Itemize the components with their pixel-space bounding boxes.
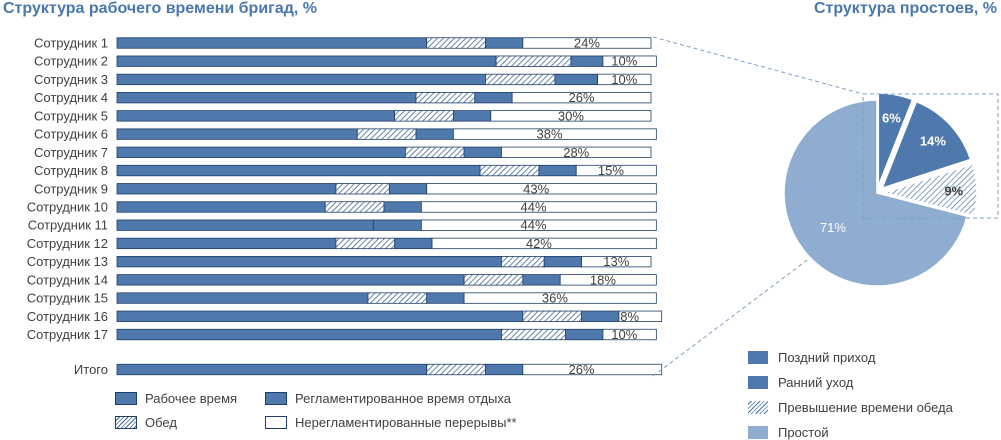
bar-data-label: 26% bbox=[569, 90, 595, 105]
bar-segment-unreg bbox=[618, 310, 663, 322]
bar-data-label: 38% bbox=[537, 127, 563, 142]
bar-data-label: 8% bbox=[620, 309, 639, 324]
pie-legend-swatch-lunch-over bbox=[748, 401, 768, 414]
bar-data-label: 10% bbox=[611, 54, 637, 69]
bar-category-label: Сотрудник 5 bbox=[34, 108, 108, 123]
bar-data-label: 13% bbox=[603, 254, 629, 269]
bar-category-label: Сотрудник 2 bbox=[34, 54, 108, 69]
legend-swatch-unreg bbox=[265, 416, 287, 429]
legend-label-rest: Регламентированное время отдыха bbox=[295, 391, 511, 406]
bar-category-label: Сотрудник 9 bbox=[34, 181, 108, 196]
pie-data-label: 6% bbox=[882, 111, 901, 126]
bar-data-label: 28% bbox=[563, 145, 589, 160]
bar-category-label: Сотрудник 14 bbox=[27, 272, 108, 287]
bar-segment-unreg bbox=[575, 164, 657, 177]
pie-legend-item-lunch-over: Превышение времени обеда bbox=[748, 400, 953, 415]
bar-data-label: 26% bbox=[569, 362, 595, 377]
bar-category-label: Сотрудник 3 bbox=[34, 72, 108, 87]
bar-data-label: 10% bbox=[611, 327, 637, 342]
legend-label-work: Рабочее время bbox=[145, 391, 238, 406]
connector-line-top bbox=[652, 36, 864, 95]
bar-segment-unreg bbox=[501, 146, 652, 158]
bar-data-label: 30% bbox=[558, 108, 584, 123]
bar-category-label: Сотрудник 6 bbox=[34, 127, 108, 142]
legend-swatch-rest bbox=[265, 392, 287, 405]
bar-data-label: 36% bbox=[542, 291, 568, 306]
bar-segment-unreg bbox=[490, 110, 652, 122]
bar-segment-unreg bbox=[602, 328, 657, 341]
bar-category-label: Сотрудник 11 bbox=[28, 218, 108, 233]
bar-segment-unreg bbox=[597, 73, 652, 86]
bar-segment-unreg bbox=[581, 255, 652, 268]
bar-category-label: Сотрудник 4 bbox=[34, 90, 108, 105]
pie-chart-title: Структура простоев, % bbox=[813, 0, 997, 17]
pie-data-label: 9% bbox=[944, 184, 963, 199]
pie-legend-label-idle: Простой bbox=[778, 425, 829, 440]
bar-segment-unreg bbox=[453, 128, 657, 140]
bar-category-label: Сотрудник 1 bbox=[34, 36, 108, 51]
pie-data-label: 14% bbox=[920, 133, 946, 148]
bar-category-label: Сотрудник 13 bbox=[27, 254, 108, 269]
pie-legend-label-lunch-over: Превышение времени обеда bbox=[778, 400, 953, 415]
bar-segment-unreg bbox=[559, 274, 657, 286]
bar-category-label: Итого bbox=[74, 362, 108, 377]
legend-item-lunch: Обед bbox=[115, 415, 177, 430]
bar-category-label: Сотрудник 17 bbox=[27, 327, 108, 342]
pie-legend-swatch-idle bbox=[748, 426, 768, 439]
bar-segment-unreg bbox=[522, 37, 652, 49]
bar-data-label: 42% bbox=[526, 236, 552, 251]
bar-category-label: Сотрудник 8 bbox=[34, 163, 108, 178]
pie-legend-item-early: Ранний уход bbox=[748, 375, 853, 390]
bar-chart-title: Структура рабочего времени бригад, % bbox=[3, 0, 317, 17]
pie-legend-item-idle: Простой bbox=[748, 425, 829, 440]
pie-legend-label-early: Ранний уход bbox=[778, 375, 854, 390]
bar-segment-unreg bbox=[602, 55, 657, 67]
legend-item-unreg: Нерегламентированные перерывы** bbox=[265, 415, 517, 430]
pie-legend-swatch-early bbox=[748, 376, 768, 389]
bar-segment-unreg bbox=[463, 292, 657, 304]
legend-item-rest: Регламентированное время отдыха bbox=[265, 391, 511, 406]
bar-data-label: 24% bbox=[574, 36, 600, 51]
pie-zoom-box bbox=[862, 93, 999, 219]
legend-label-unreg: Нерегламентированные перерывы** bbox=[295, 415, 517, 430]
bar-segment-unreg bbox=[420, 219, 657, 231]
bar-data-label: 15% bbox=[598, 163, 624, 178]
bar-segment-unreg bbox=[431, 237, 657, 250]
pie-legend-swatch-late bbox=[748, 351, 768, 364]
legend-swatch-work bbox=[115, 392, 137, 405]
bar-category-label: Сотрудник 10 bbox=[27, 199, 108, 214]
pie-slice-late bbox=[877, 92, 914, 187]
bar-segment-unreg bbox=[426, 183, 657, 195]
pie-slice-early bbox=[880, 100, 972, 190]
stacked-bar-chart: Сотрудник 1 24% Сотрудник 2 10% Сотрудник 3 1… bbox=[27, 36, 663, 377]
bar-data-label: 10% bbox=[611, 72, 637, 87]
pie-legend-label-late: Поздний приход bbox=[778, 350, 876, 365]
bar-category-label: Сотрудник 15 bbox=[27, 291, 108, 306]
bar-category-label: Сотрудник 16 bbox=[27, 309, 108, 324]
bar-category-label: Сотрудник 7 bbox=[34, 145, 108, 160]
pie-slice-lunch-over bbox=[881, 163, 978, 217]
legend-label-lunch: Обед bbox=[145, 415, 177, 430]
bar-segment-unreg bbox=[511, 92, 652, 104]
pie-slice-idle bbox=[783, 99, 968, 287]
bar-data-label: 18% bbox=[590, 272, 616, 287]
bar-data-label: 44% bbox=[521, 218, 547, 233]
legend-item-work: Рабочее время bbox=[115, 391, 237, 406]
bar-data-label: 43% bbox=[523, 181, 549, 196]
bar-data-label: 44% bbox=[521, 199, 547, 214]
pie-legend-item-late: Поздний приход bbox=[748, 350, 875, 365]
pie-data-label: 71% bbox=[820, 220, 846, 235]
bar-segment-unreg bbox=[420, 201, 657, 213]
bar-category-label: Сотрудник 12 bbox=[27, 236, 108, 251]
legend-swatch-lunch bbox=[115, 416, 137, 429]
